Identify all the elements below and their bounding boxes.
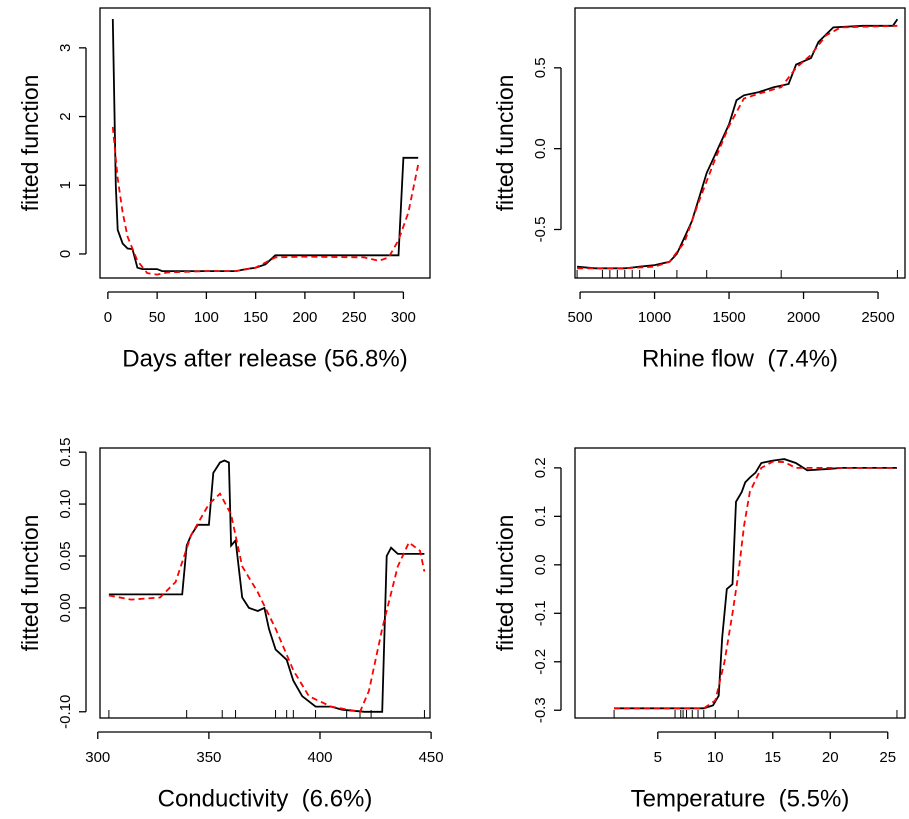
y-tick-label: 1 <box>57 181 74 189</box>
fitted-line <box>111 126 420 276</box>
x-tick-label: 350 <box>196 749 221 766</box>
y-tick-label: 0.0 <box>532 138 549 159</box>
x-axis-label: Temperature (5.5%) <box>631 785 850 812</box>
y-tick-label: -0.5 <box>532 217 549 243</box>
y-tick-label: -0.3 <box>532 697 549 723</box>
x-tick-label: 50 <box>149 309 166 326</box>
x-tick-label: 450 <box>419 749 444 766</box>
fitted-line <box>108 492 426 713</box>
x-tick-label: 150 <box>243 309 268 326</box>
x-tick-label: 200 <box>292 309 317 326</box>
x-axis-label: Rhine flow (7.4%) <box>642 345 838 372</box>
y-axis-label: fitted function <box>492 75 518 212</box>
x-axis-label: Conductivity (6.6%) <box>158 785 373 812</box>
fitted-line <box>577 18 899 270</box>
x-axis-label: Days after release (56.8%) <box>122 345 407 372</box>
x-tick-label: 20 <box>822 749 839 766</box>
x-tick-label: 300 <box>85 749 110 766</box>
y-tick-label: 3 <box>57 44 74 52</box>
x-tick-label: 300 <box>391 309 416 326</box>
y-tick-label: -0.1 <box>532 600 549 626</box>
x-tick-label: 1500 <box>712 309 745 326</box>
y-tick-label: 0.15 <box>57 438 74 467</box>
y-tick-label: 2 <box>57 112 74 120</box>
x-tick-label: 500 <box>568 309 593 326</box>
plot-box <box>99 447 431 719</box>
y-axis-label: fitted function <box>17 75 43 212</box>
fitted-line <box>614 460 897 710</box>
y-tick-label: 0 <box>57 250 74 258</box>
y-tick-label: 0.00 <box>57 593 74 622</box>
x-tick-label: 1000 <box>638 309 671 326</box>
y-tick-label: -0.10 <box>57 695 74 729</box>
y-tick-label: 0.1 <box>532 506 549 527</box>
x-tick-label: 5 <box>654 749 662 766</box>
x-tick-label: 0 <box>104 309 112 326</box>
y-tick-label: 0.0 <box>532 554 549 575</box>
fitted-line <box>108 459 425 713</box>
x-tick-label: 100 <box>194 309 219 326</box>
y-tick-label: -0.2 <box>532 649 549 675</box>
plot-box <box>99 7 431 279</box>
y-tick-label: 0.5 <box>532 57 549 78</box>
plot-box <box>574 7 906 279</box>
y-tick-label: 0.05 <box>57 541 74 570</box>
y-tick-label: 0.2 <box>532 457 549 478</box>
x-tick-label: 250 <box>342 309 367 326</box>
x-tick-label: 2500 <box>861 309 894 326</box>
y-axis-label: fitted function <box>492 515 518 652</box>
x-tick-label: 15 <box>764 749 781 766</box>
fitted-line <box>614 458 897 710</box>
x-tick-label: 2000 <box>787 309 820 326</box>
fitted-line <box>111 18 419 272</box>
x-tick-label: 400 <box>307 749 332 766</box>
y-tick-label: 0.10 <box>57 489 74 518</box>
x-tick-label: 25 <box>879 749 896 766</box>
x-tick-label: 10 <box>707 749 724 766</box>
plot-box <box>574 447 906 719</box>
y-axis-label: fitted function <box>17 515 43 652</box>
fitted-line <box>577 24 898 270</box>
